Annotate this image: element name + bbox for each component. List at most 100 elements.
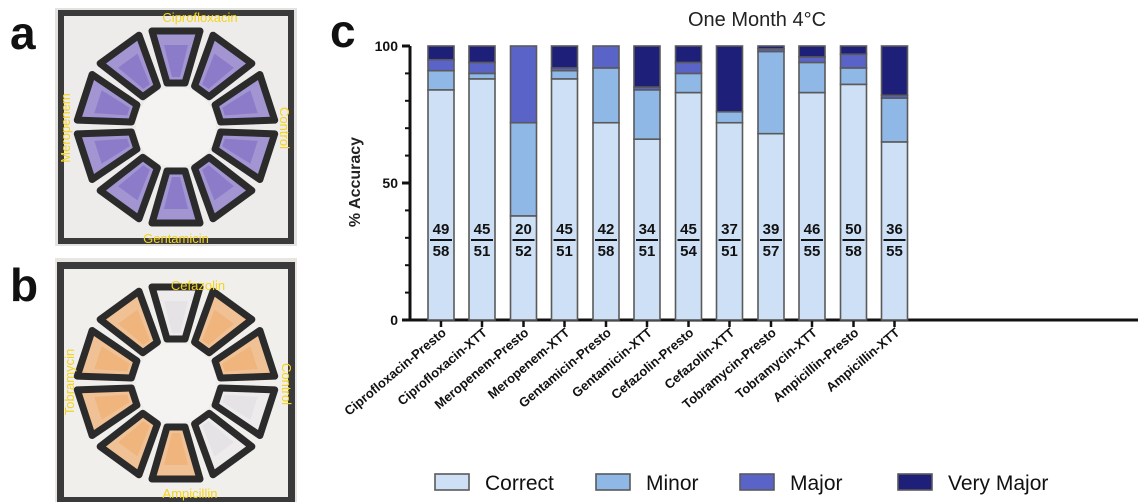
bar-segment-series-very-major bbox=[633, 45, 661, 88]
legend-swatch bbox=[434, 473, 470, 491]
fraction-denominator: 51 bbox=[721, 243, 738, 260]
legend-swatch bbox=[739, 473, 775, 491]
y-tick-label: 50 bbox=[382, 175, 398, 191]
x-tick-label: Ampicillin-XTT bbox=[823, 325, 902, 395]
photo-a-well bbox=[191, 153, 256, 223]
fraction-numerator: 37 bbox=[721, 221, 738, 238]
bar-segment-series-very-major bbox=[839, 45, 868, 56]
bar-segment-series-minor bbox=[715, 110, 744, 124]
photo-b-label-left: Tobramycin bbox=[62, 349, 77, 415]
legend-item-major: Major bbox=[739, 472, 843, 495]
bar-segment-series-major bbox=[427, 58, 455, 72]
bar-segment-series-minor bbox=[509, 121, 538, 217]
bar-segment-series-minor bbox=[633, 89, 661, 140]
fraction-numerator: 36 bbox=[886, 221, 903, 238]
photo-a-label-bottom: Gentamicin bbox=[143, 231, 209, 246]
legend-item-correct: Correct bbox=[434, 472, 554, 495]
photo-b-label-bottom: Ampicillin bbox=[163, 486, 218, 501]
paper-device-photo-b bbox=[55, 258, 297, 502]
photo-b-well bbox=[191, 409, 256, 479]
bar-segment-series-very-major bbox=[674, 45, 703, 64]
legend-label: Major bbox=[790, 472, 843, 495]
bar-segment-series-major bbox=[674, 61, 703, 75]
photo-b-well bbox=[211, 384, 279, 439]
photo-b-well bbox=[73, 327, 141, 382]
bar-segment-series-minor bbox=[427, 69, 455, 91]
legend-swatch bbox=[595, 473, 631, 491]
bar-segment-series-correct bbox=[715, 121, 744, 321]
fraction-denominator: 55 bbox=[886, 243, 903, 260]
bar-segment-series-very-major bbox=[427, 45, 455, 61]
fraction-denominator: 57 bbox=[763, 243, 780, 260]
bar-segment-series-very-major bbox=[757, 45, 785, 50]
chart-title: One Month 4°C bbox=[688, 9, 826, 31]
y-tick-label: 100 bbox=[375, 38, 399, 54]
bar-segment-series-major bbox=[839, 53, 868, 69]
bar-segment-series-minor bbox=[839, 67, 868, 86]
photo-b-well bbox=[211, 327, 279, 382]
bar-segment-series-minor bbox=[674, 72, 703, 94]
photo-a-well bbox=[211, 128, 279, 183]
y-axis: 0 50 100 bbox=[375, 38, 412, 328]
bar-segment-series-correct bbox=[509, 215, 538, 321]
bar-segment-series-minor bbox=[757, 50, 785, 135]
fraction-numerator: 45 bbox=[556, 221, 573, 238]
fraction-denominator: 52 bbox=[515, 243, 532, 260]
y-tick-label: 0 bbox=[390, 312, 398, 328]
fraction-numerator: 45 bbox=[680, 221, 697, 238]
fraction-denominator: 51 bbox=[556, 243, 573, 260]
paper-device-photo-a bbox=[55, 8, 297, 246]
photo-a-label-left: Meropenem bbox=[58, 93, 73, 162]
fraction-numerator: 45 bbox=[474, 221, 491, 238]
photo-b-label-top: Cefazolin bbox=[171, 278, 225, 293]
photo-b-well bbox=[191, 287, 256, 357]
bar-segment-series-major bbox=[509, 45, 538, 124]
panel-letter-b: b bbox=[10, 259, 39, 311]
fraction-numerator: 42 bbox=[598, 221, 615, 238]
bar-segment-series-minor bbox=[798, 61, 826, 94]
bar-segment-series-minor bbox=[550, 69, 579, 80]
photo-a-well bbox=[191, 31, 256, 101]
bar-segment-series-major bbox=[592, 45, 620, 69]
legend-label: Very Major bbox=[948, 472, 1048, 495]
bar-segment-series-very-major bbox=[550, 45, 579, 69]
fraction-denominator: 51 bbox=[639, 243, 656, 260]
legend-item-very-major: Very Major bbox=[897, 472, 1048, 495]
fraction-numerator: 34 bbox=[639, 221, 656, 238]
bar-segment-series-minor bbox=[592, 67, 620, 124]
legend: Correct Minor Major Very Major bbox=[434, 472, 1048, 495]
bar-segment-series-minor bbox=[880, 97, 909, 143]
stacked-bar-chart: One Month 4°C % Accuracy 0 50 100 49 58 45 51… bbox=[341, 9, 1138, 495]
x-tick-label: Cefazolin-XTT bbox=[661, 325, 737, 392]
photo-b-label-right: Control bbox=[279, 363, 294, 405]
photo-a-well bbox=[96, 31, 161, 101]
legend-swatch bbox=[897, 473, 933, 491]
fraction-denominator: 55 bbox=[804, 243, 821, 260]
fraction-denominator: 58 bbox=[598, 243, 615, 260]
photo-a-well bbox=[96, 153, 161, 223]
fraction-numerator: 39 bbox=[763, 221, 780, 238]
photo-b-well bbox=[96, 409, 161, 479]
panel-letter-a: a bbox=[10, 7, 36, 59]
bar-segment-series-very-major bbox=[880, 45, 909, 97]
bar-segment-series-very-major bbox=[468, 45, 496, 64]
x-tick-labels: Ciprofloxacin-PrestoCiprofloxacin-XTTMer… bbox=[341, 325, 902, 419]
fraction-denominator: 51 bbox=[474, 243, 491, 260]
bar-segment-series-correct bbox=[427, 89, 455, 321]
fraction-numerator: 49 bbox=[433, 221, 450, 238]
bar-segment-series-correct bbox=[633, 138, 661, 321]
fraction-numerator: 20 bbox=[515, 221, 532, 238]
fraction-numerator: 46 bbox=[804, 221, 821, 238]
fraction-denominator: 54 bbox=[680, 243, 697, 260]
bar-segment-series-major bbox=[798, 56, 826, 64]
photo-a-well bbox=[73, 71, 141, 126]
fraction-denominator: 58 bbox=[433, 243, 450, 260]
bar-segment-series-correct bbox=[798, 91, 826, 321]
photo-a-center-spot bbox=[136, 87, 216, 167]
photo-a-label-right: Control bbox=[277, 107, 292, 149]
photo-b-center-spot bbox=[136, 343, 216, 423]
bar-segment-series-correct bbox=[674, 91, 703, 321]
bar-segment-series-major bbox=[468, 61, 496, 75]
bar-segment-series-correct bbox=[550, 78, 579, 321]
